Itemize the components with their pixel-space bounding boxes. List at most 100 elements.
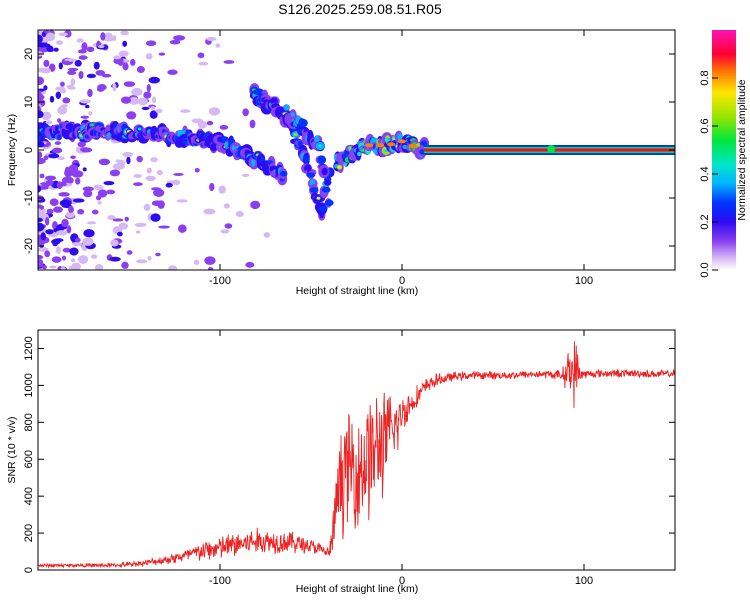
colorbar-tick-label: 0.8 — [699, 70, 711, 85]
noise-speckle — [112, 163, 125, 170]
noise-speckle — [137, 97, 148, 106]
track-core — [309, 187, 319, 193]
noise-speckle — [145, 175, 156, 182]
noise-speckle — [65, 211, 75, 219]
noise-speckle — [38, 217, 44, 223]
noise-speckle — [204, 256, 216, 265]
noise-speckle — [97, 84, 107, 91]
noise-speckle — [145, 40, 157, 47]
noise-speckle — [61, 176, 74, 185]
track-core — [317, 155, 326, 165]
track-core — [297, 140, 303, 147]
noise-speckle — [104, 32, 113, 39]
track-core — [251, 158, 256, 167]
noise-speckle — [167, 69, 178, 75]
noise-speckle — [68, 164, 79, 173]
snr-ytick-label: 1000 — [23, 373, 35, 397]
noise-speckle — [249, 119, 256, 129]
noise-speckle — [198, 61, 209, 66]
noise-speckle — [193, 259, 200, 265]
noise-speckle — [91, 254, 98, 259]
track-core — [280, 170, 288, 177]
noise-speckle — [87, 88, 93, 98]
track-core — [357, 151, 362, 157]
noise-speckle — [81, 42, 88, 52]
noise-speckle — [38, 95, 45, 99]
noise-speckle — [39, 173, 45, 179]
noise-speckle — [63, 60, 71, 65]
noise-speckle — [45, 175, 57, 181]
noise-speckle — [43, 155, 49, 161]
noise-speckle — [51, 238, 61, 245]
noise-speckle — [76, 38, 84, 43]
noise-speckle — [263, 232, 271, 238]
noise-speckle — [145, 53, 153, 60]
noise-speckle — [49, 265, 57, 269]
noise-speckle — [143, 203, 151, 211]
noise-speckle — [38, 67, 46, 73]
noise-speckle — [38, 254, 44, 260]
noise-speckle — [41, 265, 47, 270]
track-core — [303, 155, 310, 163]
noise-speckle — [155, 108, 163, 114]
noise-speckle — [77, 141, 86, 148]
noise-speckle — [62, 97, 71, 104]
spectrogram-ytick-label: 0 — [23, 147, 35, 153]
noise-speckle — [112, 218, 124, 222]
noise-speckle — [38, 237, 41, 246]
noise-speckle — [117, 57, 124, 66]
colorbar-tick-label: 0.4 — [699, 166, 711, 181]
noise-speckle — [149, 110, 158, 119]
noise-speckle — [78, 55, 88, 60]
noise-speckle — [153, 188, 165, 197]
noise-speckle — [93, 61, 100, 70]
noise-speckle — [97, 201, 102, 205]
noise-speckle — [78, 255, 89, 264]
noise-speckle — [168, 265, 178, 270]
noise-speckle — [95, 69, 106, 76]
noise-speckle — [136, 66, 145, 74]
noise-speckle — [57, 156, 65, 161]
snr-frame — [37, 329, 676, 571]
noise-speckle — [135, 230, 141, 234]
noise-speckle — [59, 199, 72, 207]
noise-speckle — [148, 76, 160, 84]
noise-speckle — [122, 62, 129, 71]
noise-speckle — [241, 173, 250, 178]
noise-speckle — [43, 30, 49, 34]
peak-hotspot — [398, 139, 406, 144]
spectrogram-xtick-label: 0 — [399, 275, 405, 287]
noise-speckle — [97, 44, 105, 49]
spectrogram-heatmap — [38, 30, 675, 270]
noise-speckle — [56, 181, 67, 187]
noise-speckle — [82, 186, 94, 192]
noise-speckle — [126, 156, 131, 165]
noise-speckle — [48, 153, 60, 159]
noise-speckle — [191, 118, 204, 124]
noise-speckle — [86, 73, 97, 79]
noise-speckle — [242, 108, 249, 117]
track-hotspot — [317, 144, 323, 148]
noise-speckle — [88, 111, 93, 116]
colorbar: 0.0 0.2 0.4 0.6 0.8 Normalized spectral ampl… — [699, 30, 748, 278]
noise-speckle — [203, 208, 216, 215]
noise-speckle — [194, 167, 200, 173]
noise-speckle — [150, 106, 156, 110]
noise-speckle — [67, 67, 79, 72]
noise-speckle — [245, 261, 255, 268]
noise-speckle — [66, 225, 72, 234]
noise-speckle — [58, 62, 64, 70]
noise-speckle — [155, 252, 161, 257]
noise-speckle — [57, 118, 62, 123]
noise-speckle — [176, 199, 188, 203]
noise-speckle — [220, 229, 230, 234]
noise-speckle — [64, 166, 70, 175]
noise-speckle — [150, 213, 161, 222]
noise-speckle — [223, 60, 235, 64]
noise-speckle — [103, 181, 115, 186]
noise-speckle — [173, 35, 186, 41]
noise-speckle — [80, 115, 89, 119]
noise-speckle — [55, 230, 68, 236]
